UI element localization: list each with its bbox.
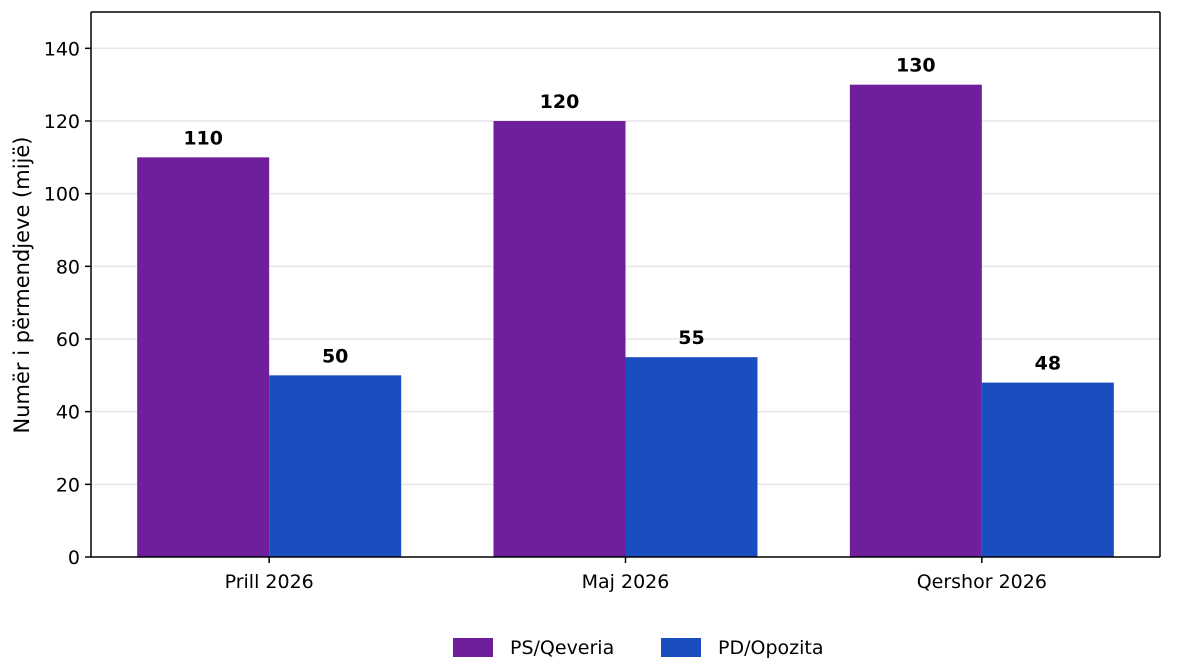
bar	[137, 157, 270, 558]
legend: PS/Qeveria PD/Opozita	[453, 637, 823, 659]
bar	[981, 382, 1114, 557]
data-label: 120	[540, 91, 580, 113]
bar	[269, 375, 402, 557]
bar	[493, 121, 626, 557]
y-tick-label: 80	[56, 256, 80, 278]
y-tick-label: 20	[56, 474, 80, 496]
legend-swatch	[453, 638, 493, 657]
data-label: 48	[1035, 353, 1061, 375]
data-label: 110	[183, 127, 223, 149]
legend-label: PS/Qeveria	[510, 637, 614, 659]
data-labels: 110 50 120 55 130 48	[183, 55, 1061, 375]
y-tick-label: 40	[56, 402, 80, 424]
data-label: 55	[678, 327, 704, 349]
legend-swatch	[661, 638, 701, 657]
bar	[625, 357, 758, 557]
y-tick-label: 120	[44, 111, 80, 133]
legend-label: PD/Opozita	[718, 637, 823, 659]
bar	[849, 84, 982, 558]
y-axis-label: Numër i përmendjeve (mijë)	[10, 137, 34, 434]
bars	[137, 84, 1114, 558]
data-label: 130	[896, 55, 936, 77]
y-tick-label: 0	[68, 547, 80, 569]
y-tick-label: 140	[44, 38, 80, 60]
y-tick-label: 100	[44, 184, 80, 206]
axes: 0 20 40 60 80 100 120 140 Prill 2026 Maj 2026 Qers…	[44, 11, 1161, 593]
x-tick-label: Qershor 2026	[917, 571, 1047, 593]
data-label: 50	[322, 345, 348, 367]
x-tick-label: Prill 2026	[225, 571, 314, 593]
x-tick-label: Maj 2026	[582, 571, 670, 593]
y-tick-label: 60	[56, 329, 80, 351]
